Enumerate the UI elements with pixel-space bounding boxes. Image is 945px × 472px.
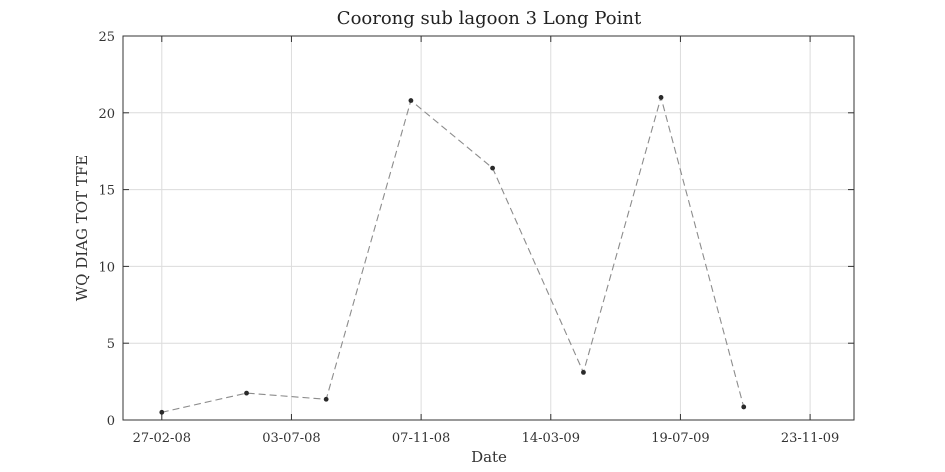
y-tick-label: 20 [98, 107, 115, 122]
y-tick-label: 25 [98, 30, 115, 45]
chart-title: Coorong sub lagoon 3 Long Point [337, 8, 642, 29]
data-point [408, 98, 414, 103]
data-point [323, 396, 329, 402]
series-line [161, 95, 745, 413]
x-tick-label: 03-07-08 [262, 431, 320, 446]
y-axis-label: WQ DIAG TOT TFE [73, 155, 91, 301]
x-tick-label: 27-02-08 [133, 431, 191, 446]
x-axis-label: Date [471, 448, 507, 466]
y-tick-label: 15 [98, 184, 115, 199]
series [159, 95, 747, 415]
y-tick-label: 0 [107, 414, 115, 429]
plot-frame [122, 35, 855, 421]
y-tick-label: 10 [98, 260, 115, 275]
data-point [244, 390, 249, 396]
data-point [490, 165, 495, 171]
data-point [159, 409, 165, 415]
x-tick-label: 14-03-09 [522, 431, 580, 446]
data-point [658, 95, 664, 100]
x-tick-label: 23-11-09 [781, 431, 839, 446]
data-point [741, 404, 747, 410]
x-tick-label: 19-07-09 [651, 431, 709, 446]
axis-ticks: 0 5 10 15 20 25 27-02-08 03-07-08 07-11-08 14-03-… [98, 30, 854, 446]
grid [123, 35, 854, 421]
y-tick-label: 5 [107, 337, 115, 352]
x-tick-label: 07-11-08 [392, 431, 450, 446]
data-point [581, 369, 586, 375]
